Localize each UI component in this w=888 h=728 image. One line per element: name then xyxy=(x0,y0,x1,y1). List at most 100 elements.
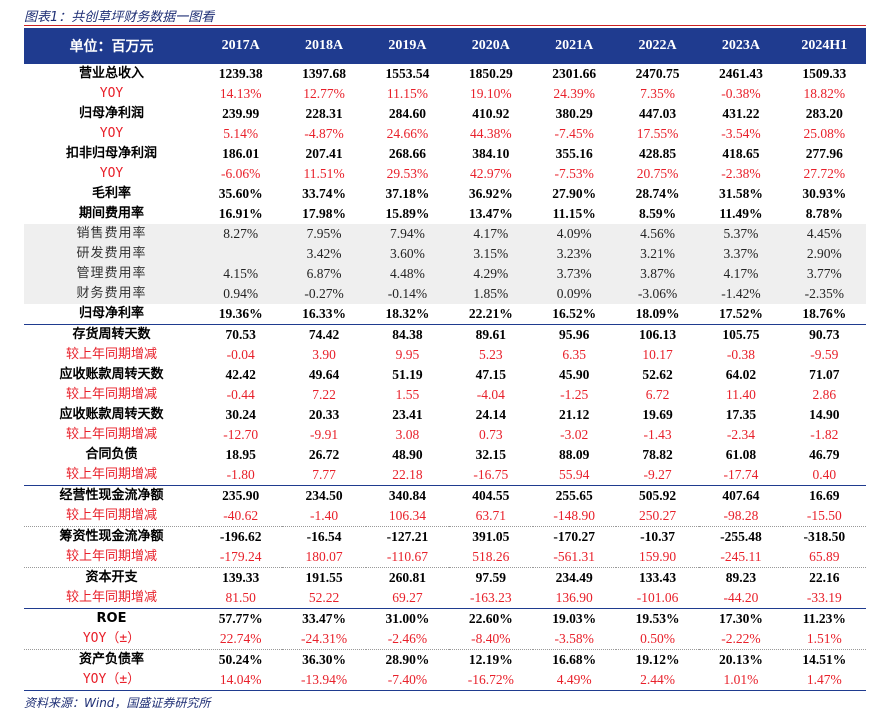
table-cell: -4.87% xyxy=(304,126,344,141)
table-cell: 3.77% xyxy=(782,264,866,284)
table-cell: -98.28 xyxy=(699,506,783,527)
table-cell: 22.18 xyxy=(365,465,450,486)
table-row: YOY -6.06% 11.51% 29.53% 42.97% -7.53% 20.75% -… xyxy=(24,164,866,184)
row-label: 存货周转天数 xyxy=(72,327,151,342)
table-cell: 22.16 xyxy=(809,570,840,585)
table-cell: 51.19 xyxy=(392,367,423,382)
row-label: 财务费用率 xyxy=(24,284,199,304)
table-cell: 21.12 xyxy=(559,407,590,422)
table-cell xyxy=(199,244,283,264)
table-row: ROE 57.77% 33.47% 31.00% 22.60% 19.03% 19.53% 1… xyxy=(24,609,866,630)
table-cell: -9.59 xyxy=(810,347,839,362)
table-cell: 3.08 xyxy=(395,427,420,442)
table-cell: 355.16 xyxy=(555,146,593,161)
year-header-2019a: 2019A xyxy=(365,28,450,64)
table-cell: 6.35 xyxy=(562,347,586,362)
table-cell: -561.31 xyxy=(532,547,616,568)
table-cell: 1553.54 xyxy=(385,66,430,81)
header-row: 单位：百万元 2017A 2018A 2019A 2020A 2021A 2022A 202… xyxy=(24,28,866,64)
table-cell: 78.82 xyxy=(642,447,673,462)
table-cell: 71.07 xyxy=(809,367,840,382)
table-cell: 65.89 xyxy=(782,547,866,568)
table-cell: -255.48 xyxy=(720,529,762,544)
table-cell: 18.95 xyxy=(225,447,256,462)
table-cell: 380.29 xyxy=(555,106,593,121)
table-cell: 45.90 xyxy=(559,367,590,382)
table-cell: 19.03% xyxy=(552,611,597,626)
table-cell: 16.33% xyxy=(282,304,366,325)
row-label: 较上年同期增减 xyxy=(24,547,199,568)
table-row: 期间费用率 16.91% 17.98% 15.89% 13.47% 11.15% 8.59%… xyxy=(24,204,866,224)
table-cell: 431.22 xyxy=(722,106,760,121)
row-label: 营业总收入 xyxy=(78,66,144,81)
row-label: 较上年同期增减 xyxy=(65,347,157,362)
table-body: 营业总收入 1239.38 1397.68 1553.54 1850.29 2301.66… xyxy=(24,64,866,691)
table-cell: 2.90% xyxy=(782,244,866,264)
table-cell: 2461.43 xyxy=(719,66,763,81)
table-cell: 17.30% xyxy=(719,611,763,626)
table-cell: 17.52% xyxy=(699,304,783,325)
table-cell: -148.90 xyxy=(532,506,616,527)
table-cell: 19.69 xyxy=(642,407,673,422)
table-row: 应收账款周转天数 42.42 49.64 51.19 47.15 45.90 52.62 64… xyxy=(24,365,866,385)
table-cell: 6.87% xyxy=(282,264,366,284)
table-row: 财务费用率 0.94% -0.27% -0.14% 1.85% 0.09% -3.06% -1… xyxy=(24,284,866,304)
table-cell: 13.47% xyxy=(468,206,513,221)
table-row: 较上年同期增减 -0.44 7.22 1.55 -4.04 -1.25 6.72 11.40 2… xyxy=(24,385,866,405)
table-row: 归母净利率 19.36% 16.33% 18.32% 22.21% 16.52% 18.09… xyxy=(24,304,866,325)
table-cell: 29.53% xyxy=(386,166,429,181)
table-cell: 24.14 xyxy=(475,407,506,422)
table-cell: -127.21 xyxy=(386,529,429,544)
source-note: 资料来源：Wind，国盛证券研究所 xyxy=(24,696,211,710)
table-cell: -196.62 xyxy=(219,529,262,544)
year-header-2024h1: 2024H1 xyxy=(782,28,866,64)
row-label: YOY（±） xyxy=(24,670,199,691)
table-cell: 3.21% xyxy=(615,244,700,264)
table-cell: -17.74 xyxy=(699,465,783,486)
table-cell: 32.15 xyxy=(475,447,506,462)
table-cell: 74.42 xyxy=(308,327,340,342)
table-cell: 133.43 xyxy=(639,570,677,585)
table-cell: 52.22 xyxy=(282,588,366,609)
row-label: 较上年同期增减 xyxy=(24,465,199,486)
table-cell: -13.94% xyxy=(282,670,366,691)
table-cell: 30.24 xyxy=(225,407,256,422)
table-cell: 46.79 xyxy=(809,447,840,462)
table-cell: 9.95 xyxy=(395,347,420,362)
table-cell: 19.36% xyxy=(199,304,283,325)
table-cell: -7.53% xyxy=(554,166,594,181)
table-cell: 0.40 xyxy=(782,465,866,486)
row-label: 资本开支 xyxy=(85,570,138,585)
table-cell: 18.32% xyxy=(365,304,450,325)
table-cell: 8.59% xyxy=(639,206,677,221)
row-label: 经营性现金流净额 xyxy=(59,488,164,503)
table-cell: 14.51% xyxy=(802,652,847,667)
caption-divider xyxy=(24,25,866,26)
table-cell: -1.80 xyxy=(199,465,283,486)
table-cell: -9.91 xyxy=(310,427,339,442)
row-label: 研发费用率 xyxy=(24,244,199,264)
table-cell: 4.17% xyxy=(449,224,533,244)
row-label: 较上年同期增减 xyxy=(24,588,199,609)
figure-caption: 图表1：共创草坪财务数据一图看 xyxy=(24,10,215,25)
table-cell: 90.73 xyxy=(809,327,840,342)
table-cell: 3.87% xyxy=(615,264,700,284)
table-cell: 105.75 xyxy=(722,327,760,342)
table-row: 存货周转天数 70.53 74.42 84.38 89.61 95.96 106.13 105… xyxy=(24,325,866,346)
table-row: 营业总收入 1239.38 1397.68 1553.54 1850.29 2301.66… xyxy=(24,64,866,84)
table-cell: 3.15% xyxy=(449,244,533,264)
table-cell: 27.90% xyxy=(552,186,597,201)
table-row: 毛利率 35.60% 33.74% 37.18% 36.92% 27.90% 28.74% 3… xyxy=(24,184,866,204)
row-label: 毛利率 xyxy=(91,186,131,201)
row-label: 较上年同期增减 xyxy=(65,427,157,442)
table-cell: -16.75 xyxy=(449,465,533,486)
table-cell: 84.38 xyxy=(392,327,423,342)
table-cell: 1239.38 xyxy=(218,66,263,81)
year-header-2021a: 2021A xyxy=(532,28,616,64)
row-label: 应收账款周转天数 xyxy=(59,407,164,422)
table-cell: 26.72 xyxy=(308,447,340,462)
table-cell: 1.01% xyxy=(699,670,783,691)
table-cell: 37.18% xyxy=(385,186,430,201)
table-cell: 1.47% xyxy=(782,670,866,691)
